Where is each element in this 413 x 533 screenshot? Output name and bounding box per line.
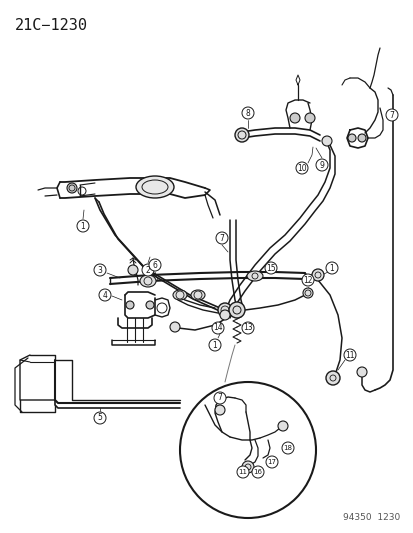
Text: 1: 1 [212,341,217,350]
Circle shape [315,159,327,171]
Circle shape [142,264,154,276]
Text: 8: 8 [245,109,250,117]
Text: 18: 18 [283,445,292,451]
Circle shape [236,466,248,478]
Ellipse shape [140,275,156,287]
Circle shape [289,113,299,123]
Ellipse shape [247,271,262,281]
Text: 1: 1 [329,263,334,272]
Circle shape [235,128,248,142]
Circle shape [214,392,225,404]
Circle shape [252,466,263,478]
Text: 5: 5 [97,414,102,423]
Circle shape [242,322,254,334]
Circle shape [180,382,315,518]
Circle shape [94,412,106,424]
Text: 10: 10 [297,164,306,173]
Circle shape [218,303,231,317]
Circle shape [356,367,366,377]
Circle shape [67,183,77,193]
Text: 15: 15 [266,263,275,272]
Circle shape [347,134,355,142]
Ellipse shape [190,290,204,300]
Text: 9: 9 [319,160,324,169]
Text: 4: 4 [102,290,107,300]
Circle shape [216,232,228,244]
Text: 16: 16 [253,469,262,475]
Text: 2: 2 [145,265,150,274]
Circle shape [325,262,337,274]
Text: 11: 11 [344,351,354,359]
Circle shape [128,265,138,275]
Circle shape [228,302,244,318]
Circle shape [242,107,254,119]
Text: 1: 1 [81,222,85,230]
Circle shape [77,220,89,232]
Circle shape [302,288,312,298]
Circle shape [94,264,106,276]
Circle shape [304,113,314,123]
Circle shape [357,134,365,142]
Circle shape [295,162,307,174]
Text: 21C−1230: 21C−1230 [15,18,88,33]
Circle shape [264,262,276,274]
Circle shape [126,301,134,309]
Text: 12: 12 [302,276,312,285]
Circle shape [281,442,293,454]
Circle shape [321,136,331,146]
Text: 7: 7 [219,233,224,243]
Ellipse shape [173,290,187,300]
Circle shape [385,109,397,121]
Circle shape [325,371,339,385]
Circle shape [211,322,223,334]
Circle shape [149,259,161,271]
Text: 17: 17 [267,459,276,465]
Text: 94350  1230: 94350 1230 [342,513,399,522]
Circle shape [219,310,230,320]
Text: 7: 7 [217,393,222,402]
Text: 14: 14 [213,324,222,333]
Circle shape [146,301,154,309]
Circle shape [209,339,221,351]
Circle shape [242,461,254,473]
Text: 6: 6 [152,261,157,270]
Circle shape [214,405,224,415]
Circle shape [99,289,111,301]
Text: 7: 7 [389,110,394,119]
Circle shape [266,456,277,468]
Circle shape [170,322,180,332]
Ellipse shape [136,176,173,198]
Text: 11: 11 [238,469,247,475]
Circle shape [277,421,287,431]
Circle shape [343,349,355,361]
Text: 3: 3 [97,265,102,274]
Text: 13: 13 [242,324,252,333]
Circle shape [311,269,323,281]
Circle shape [301,274,313,286]
